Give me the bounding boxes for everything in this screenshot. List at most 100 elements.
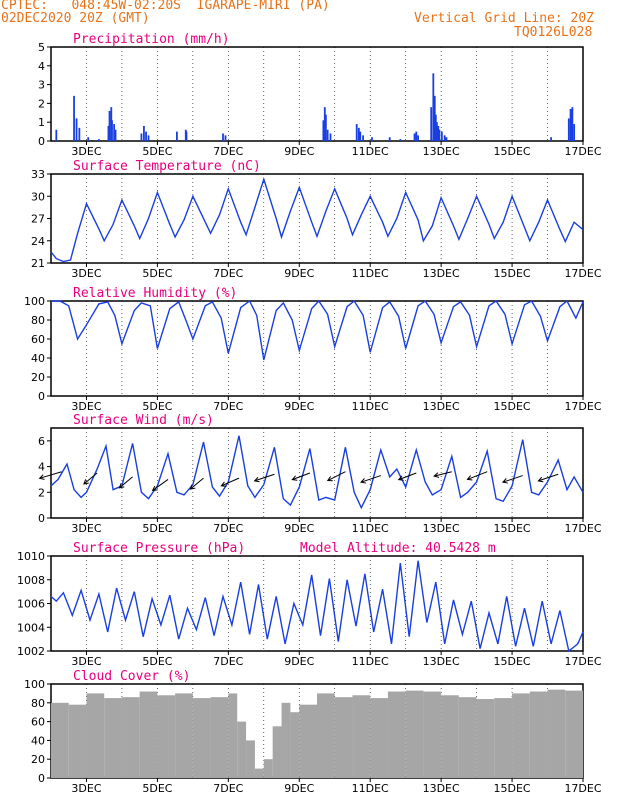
- cloud-cover-ytick-label: 80: [31, 697, 45, 710]
- temperature-ytick-label: 24: [31, 235, 45, 248]
- pressure-xtick-label: 3DEC: [71, 655, 101, 668]
- cloud-cover-bar: [370, 698, 388, 778]
- precipitation-bar: [440, 131, 443, 141]
- wind-vector-shaft: [502, 475, 523, 483]
- pressure-xtick-label: 5DEC: [142, 655, 172, 668]
- cloud-cover-bar: [175, 693, 193, 778]
- precipitation-frame: [50, 46, 584, 142]
- precipitation-bar: [176, 131, 178, 141]
- precipitation-bar: [357, 127, 360, 141]
- cloud-cover-bar: [387, 691, 406, 778]
- cloud-cover-bar: [237, 721, 247, 778]
- wind-vector-shaft: [538, 473, 559, 482]
- wind-xtick-label: 11DEC: [352, 522, 389, 535]
- cloud-cover-bar: [547, 689, 566, 778]
- temperature-xtick-label: 11DEC: [352, 267, 389, 280]
- cloud-cover-bar: [529, 691, 548, 778]
- cloud-cover-ytick-label: 40: [31, 734, 45, 747]
- cloud-cover-xtick-label: 7DEC: [213, 782, 243, 795]
- cloud-cover-bar: [51, 702, 69, 778]
- wind-vector-shaft: [467, 471, 488, 480]
- wind-vector-head: [253, 476, 260, 483]
- humidity-xtick-label: 17DEC: [564, 400, 601, 413]
- precipitation-xtick-label: 9DEC: [284, 145, 314, 158]
- pressure-title: Surface Pressure (hPa): [73, 541, 245, 556]
- precipitation-bar: [147, 135, 150, 141]
- cloud-cover-bar: [512, 693, 530, 778]
- cloud-cover-bar: [476, 699, 495, 778]
- wind-vector-shaft: [434, 471, 452, 477]
- cloud-cover-bar: [299, 704, 317, 778]
- cloud-cover-bar: [458, 697, 477, 778]
- wind-vector-head: [291, 475, 298, 481]
- precipitation-bar: [222, 133, 224, 141]
- pressure-ytick-label: 1006: [17, 598, 45, 611]
- cloud-cover-bar: [423, 691, 442, 778]
- precipitation-bar: [75, 118, 78, 141]
- header-grid-note: Vertical Grid Line: 20Z: [414, 11, 595, 26]
- precipitation-bar: [355, 124, 358, 141]
- precipitation-bar: [87, 137, 90, 141]
- pressure-xtick-label: 7DEC: [213, 655, 243, 668]
- precipitation-bar: [107, 125, 110, 141]
- wind-xtick-label: 17DEC: [564, 522, 601, 535]
- wind-ytick-label: 0: [38, 512, 45, 525]
- cloud-cover-xtick-label: 11DEC: [352, 782, 389, 795]
- precipitation-bar: [326, 129, 329, 141]
- humidity-ytick-label: 0: [38, 390, 45, 403]
- wind-vector-shaft: [254, 473, 275, 482]
- cloud-cover-bar: [254, 768, 264, 778]
- precipitation-bar: [437, 125, 440, 141]
- cloud-cover-bar: [104, 698, 122, 778]
- header-date: 02DEC2020 20Z (GMT): [1, 11, 150, 26]
- wind-vector-head: [220, 481, 227, 487]
- precipitation-bar: [145, 131, 147, 141]
- precipitation-xtick-label: 3DEC: [71, 145, 101, 158]
- cloud-cover-ytick-label: 100: [24, 678, 45, 691]
- wind-vector-shaft: [189, 477, 204, 490]
- wind-vector-shaft: [119, 476, 133, 489]
- precipitation-bar: [417, 135, 419, 141]
- precipitation-bar: [413, 133, 416, 141]
- precipitation-xtick-label: 13DEC: [423, 145, 460, 158]
- precipitation-ytick-label: 4: [38, 60, 45, 73]
- precipitation-ytick-label: 5: [38, 41, 45, 54]
- cloud-cover-xtick-label: 13DEC: [423, 782, 460, 795]
- precipitation-bar: [571, 107, 574, 141]
- precipitation-bar: [567, 118, 570, 141]
- wind-ytick-label: 4: [38, 461, 45, 474]
- precipitation-ytick-label: 0: [38, 135, 45, 148]
- precipitation-bar: [550, 137, 552, 141]
- wind-vector-shaft: [152, 479, 169, 491]
- temperature-ytick-label: 21: [31, 257, 45, 270]
- humidity-ytick-label: 40: [31, 352, 45, 365]
- precipitation-bar: [432, 73, 435, 141]
- cloud-cover-xtick-label: 9DEC: [284, 782, 314, 795]
- cloud-cover-bar: [228, 693, 238, 778]
- cloud-cover-ytick-label: 60: [31, 716, 45, 729]
- pressure-line: [50, 560, 584, 653]
- wind-vector-head: [537, 476, 544, 483]
- precipitation-bar: [111, 120, 113, 141]
- wind-vector-shaft: [398, 472, 417, 481]
- cloud-cover-bar: [441, 695, 459, 778]
- humidity-xtick-label: 11DEC: [352, 400, 389, 413]
- precipitation-bar: [434, 114, 437, 141]
- precipitation-bar: [435, 122, 438, 141]
- temperature-ytick-label: 30: [31, 190, 45, 203]
- wind-vector-head: [466, 475, 473, 481]
- temperature-title: Surface Temperature (nC): [73, 159, 261, 174]
- pressure-ytick-label: 1002: [17, 645, 45, 658]
- cloud-cover-bar: [494, 698, 513, 778]
- humidity-xtick-label: 9DEC: [284, 400, 314, 413]
- header-station: CPTEC: 048:45W-02:20S IGARAPE-MIRI (PA): [1, 0, 330, 13]
- temperature-xtick-label: 13DEC: [423, 267, 460, 280]
- wind-line: [50, 435, 584, 510]
- wind-xtick-label: 3DEC: [71, 522, 101, 535]
- wind-vector-shaft: [221, 477, 240, 487]
- cloud-cover-ytick-label: 20: [31, 753, 45, 766]
- humidity-xtick-label: 3DEC: [71, 400, 101, 413]
- temperature-ytick-label: 27: [31, 213, 45, 226]
- precipitation-bar: [114, 129, 117, 141]
